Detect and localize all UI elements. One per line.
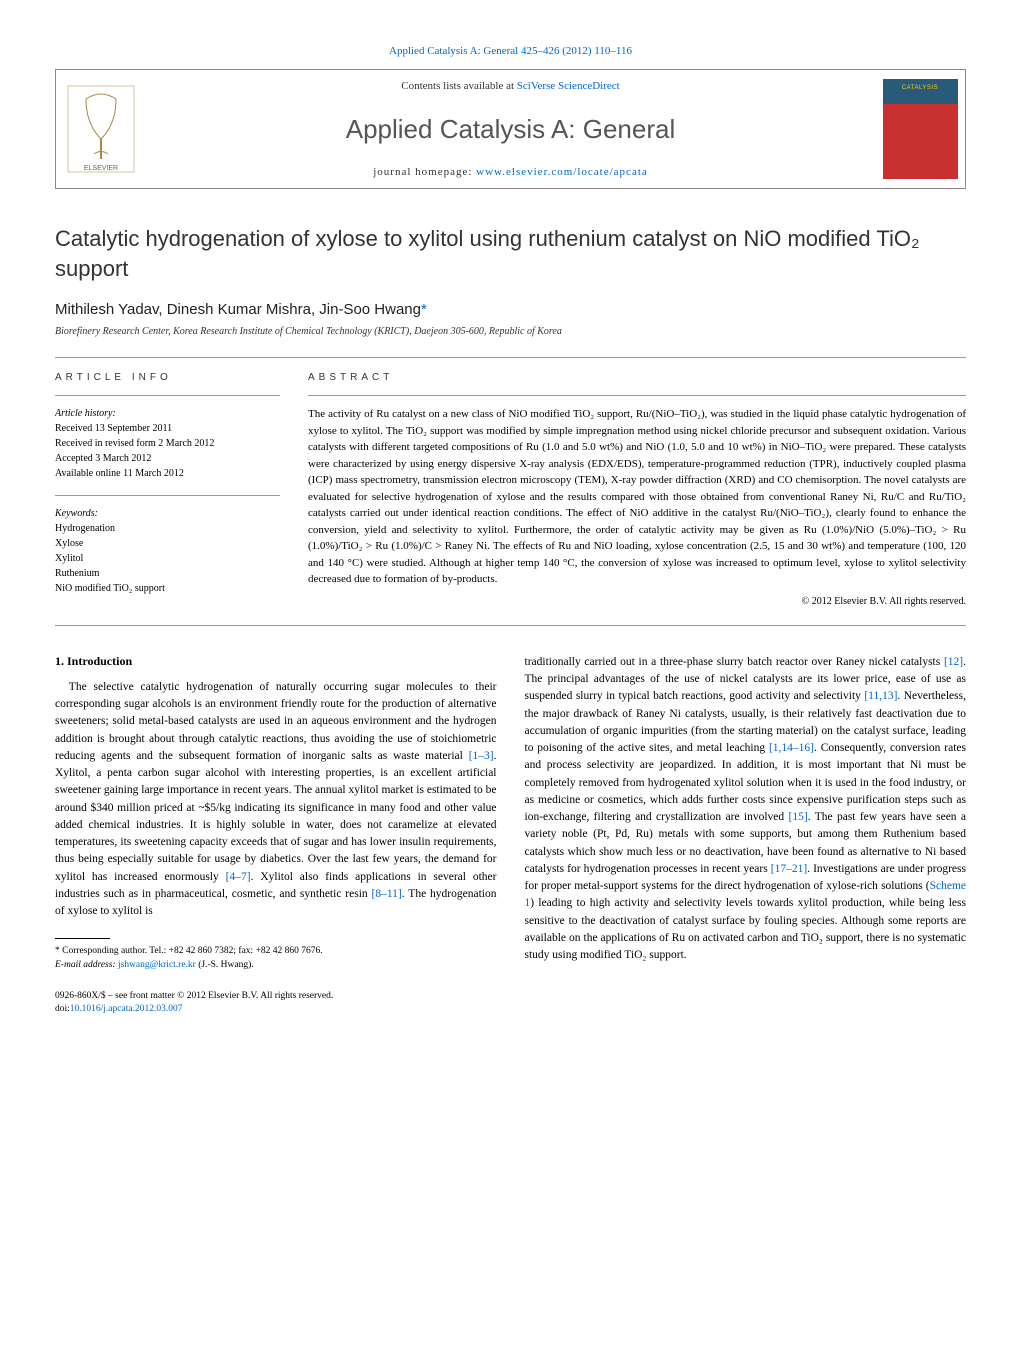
intro-heading: 1. Introduction xyxy=(55,654,497,669)
ref-link[interactable]: [17–21] xyxy=(771,863,807,875)
corresponding-footnote: * Corresponding author. Tel.: +82 42 860… xyxy=(55,945,497,972)
scidirect-link[interactable]: SciVerse ScienceDirect xyxy=(517,80,620,92)
contents-line: Contents lists available at SciVerse Sci… xyxy=(401,80,619,92)
journal-header-box: ELSEVIER Contents lists available at Sci… xyxy=(55,69,966,189)
intro-paragraph-col2: traditionally carried out in a three-pha… xyxy=(525,654,967,965)
ref-link[interactable]: [15] xyxy=(789,811,808,823)
footnote-divider xyxy=(55,938,110,939)
ref-link[interactable]: [1–3] xyxy=(469,750,494,762)
keywords-block: Keywords: Hydrogenation Xylose Xylitol R… xyxy=(55,506,280,596)
ref-link[interactable]: [12] xyxy=(944,656,963,668)
header-citation-link[interactable]: Applied Catalysis A: General 425–426 (20… xyxy=(389,45,632,57)
svg-text:ELSEVIER: ELSEVIER xyxy=(84,165,118,172)
doi-link[interactable]: 10.1016/j.apcata.2012.03.007 xyxy=(70,1004,183,1014)
abstract-copyright: © 2012 Elsevier B.V. All rights reserved… xyxy=(308,596,966,607)
abstract-label: ABSTRACT xyxy=(308,372,966,383)
ref-link[interactable]: [1,14–16] xyxy=(769,742,814,754)
affiliation: Biorefinery Research Center, Korea Resea… xyxy=(55,326,966,337)
article-title: Catalytic hydrogenation of xylose to xyl… xyxy=(55,224,966,283)
divider-top xyxy=(55,357,966,358)
article-info-label: ARTICLE INFO xyxy=(55,372,280,383)
homepage-link[interactable]: www.elsevier.com/locate/apcata xyxy=(476,166,648,178)
authors-line: Mithilesh Yadav, Dinesh Kumar Mishra, Ji… xyxy=(55,301,966,318)
intro-paragraph-col1: The selective catalytic hydrogenation of… xyxy=(55,679,497,921)
ref-link[interactable]: [11,13] xyxy=(864,690,897,702)
elsevier-logo: ELSEVIER xyxy=(56,70,146,188)
journal-name: Applied Catalysis A: General xyxy=(346,114,676,145)
ref-link[interactable]: [8–11] xyxy=(372,888,402,900)
article-history: Article history: Received 13 September 2… xyxy=(55,406,280,481)
abstract-text: The activity of Ru catalyst on a new cla… xyxy=(308,406,966,588)
ref-link[interactable]: [4–7] xyxy=(226,871,251,883)
header-citation: Applied Catalysis A: General 425–426 (20… xyxy=(55,45,966,57)
bottom-info: 0926-860X/$ – see front matter © 2012 El… xyxy=(55,990,497,1017)
homepage-line: journal homepage: www.elsevier.com/locat… xyxy=(373,166,648,178)
corr-author-mark[interactable]: * xyxy=(421,301,427,318)
divider-mid xyxy=(55,625,966,626)
journal-cover xyxy=(875,70,965,188)
email-link[interactable]: jshwang@krict.re.kr xyxy=(118,960,196,970)
